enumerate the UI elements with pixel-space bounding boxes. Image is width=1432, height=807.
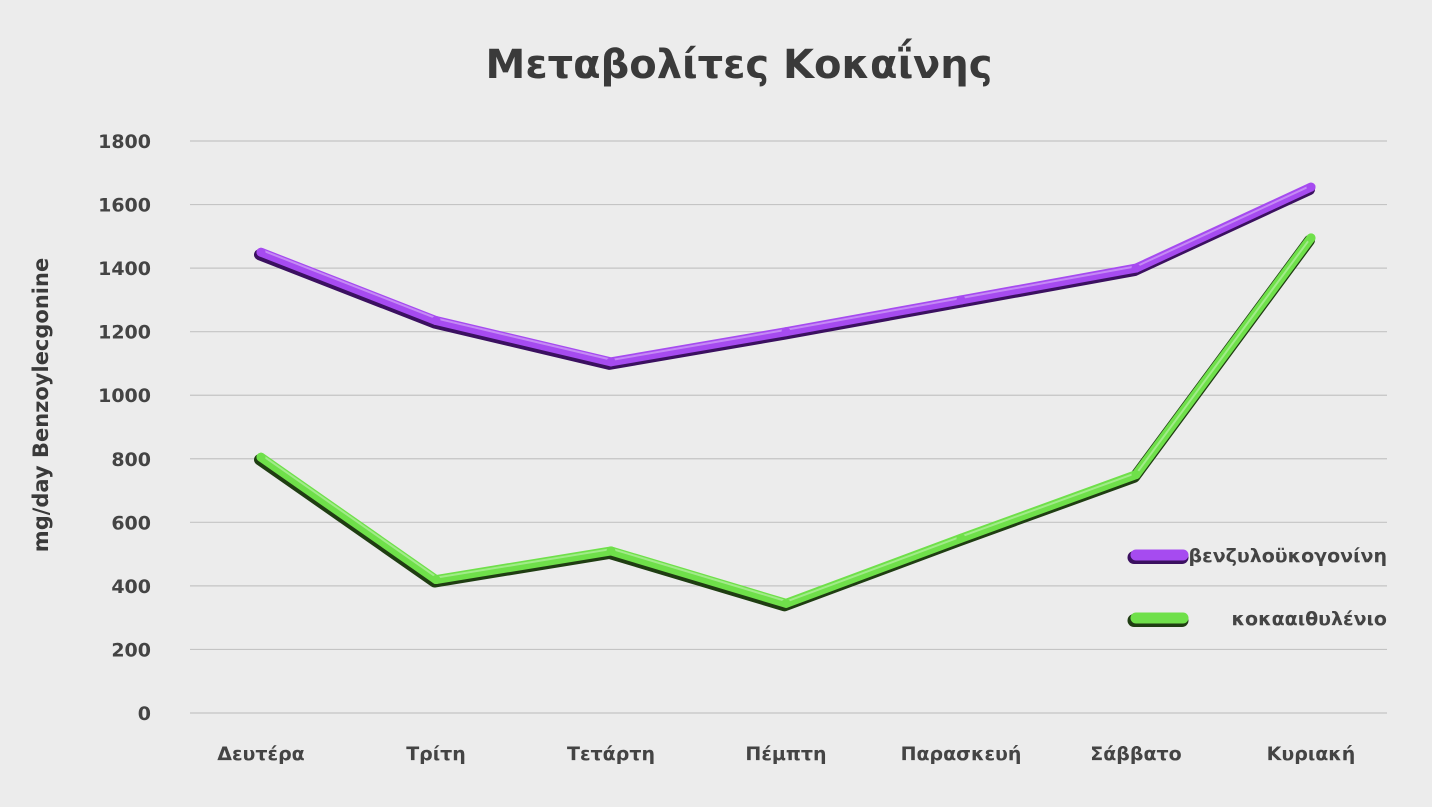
y-tick-label: 1000 xyxy=(98,385,151,407)
y-tick-label: 1600 xyxy=(98,195,151,217)
series-2 xyxy=(254,233,1316,612)
legend-label: κοκααιθυλένιο xyxy=(1232,608,1387,630)
y-tick-label: 0 xyxy=(138,703,151,725)
y-tick-label: 800 xyxy=(111,449,151,471)
chart-title: Μεταβολίτες Κοκαΐνης xyxy=(486,38,993,88)
data-point xyxy=(256,452,266,462)
series-lines xyxy=(254,182,1316,612)
data-point xyxy=(1131,470,1141,480)
series-1 xyxy=(254,182,1316,370)
y-tick-label: 400 xyxy=(111,576,151,598)
data-point xyxy=(781,598,791,608)
data-point xyxy=(1306,233,1316,243)
data-point xyxy=(256,247,266,257)
x-tick-label: Δευτέρα xyxy=(217,743,304,765)
y-tick-label: 1200 xyxy=(98,322,151,344)
y-axis-ticks: 0 200 400 600 800 1000 1200 1400 1600 1800 xyxy=(98,131,151,725)
gridlines xyxy=(190,140,1387,714)
series-line xyxy=(256,233,1316,608)
x-tick-label: Τρίτη xyxy=(406,743,466,765)
y-tick-label: 600 xyxy=(111,512,151,534)
x-tick-label: Πέμπτη xyxy=(745,743,826,765)
y-tick-label: 200 xyxy=(111,639,151,661)
data-point xyxy=(956,533,966,543)
data-point xyxy=(956,295,966,305)
y-tick-label: 1800 xyxy=(98,131,151,153)
series-line-highlight xyxy=(261,234,1313,603)
legend-item-2: κοκααιθυλένιο xyxy=(1127,608,1387,630)
data-point xyxy=(431,316,441,326)
data-point xyxy=(431,575,441,585)
legend-label: βενζυλοϋκογονίνη xyxy=(1189,545,1387,567)
legend: βενζυλοϋκογονίνη κοκααιθυλένιο xyxy=(1127,545,1387,630)
x-tick-label: Τετάρτη xyxy=(567,743,655,765)
data-point xyxy=(606,357,616,367)
x-axis-ticks: Δευτέρα Τρίτη Τετάρτη Πέμπτη Παρασκευή Σάββατ… xyxy=(217,743,1355,765)
data-point xyxy=(606,546,616,556)
x-tick-label: Κυριακή xyxy=(1267,743,1356,765)
x-tick-label: Σάββατο xyxy=(1090,743,1181,765)
data-point xyxy=(781,327,791,337)
legend-item-1: βενζυλοϋκογονίνη xyxy=(1127,545,1387,567)
y-tick-label: 1400 xyxy=(98,258,151,280)
data-point xyxy=(1131,263,1141,273)
series-line-shadow xyxy=(254,184,1315,370)
y-axis-label: mg/day Benzoylecgonine xyxy=(29,258,53,552)
data-point xyxy=(1306,182,1316,192)
x-tick-label: Παρασκευή xyxy=(901,743,1022,765)
